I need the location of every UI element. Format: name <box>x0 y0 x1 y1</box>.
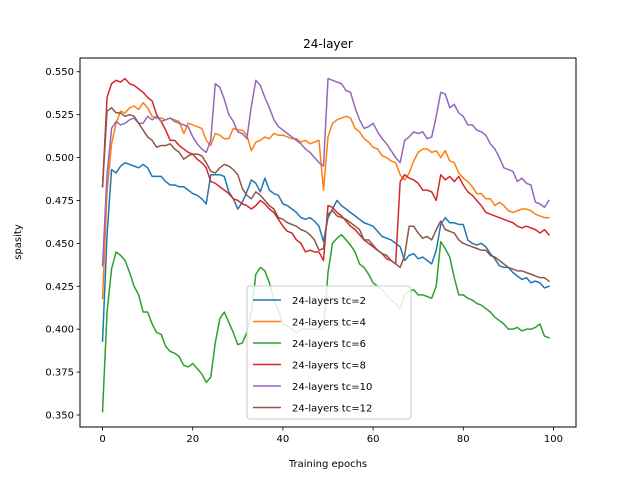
legend-label-1: 24-layers tc=2 <box>292 296 366 307</box>
legend-label-4: 24-layers tc=8 <box>292 361 366 372</box>
x-tick-label: 40 <box>277 434 290 445</box>
series-line-5 <box>101 77 550 267</box>
y-tick-label: 0.400 <box>45 325 74 336</box>
x-axis-label: Training epochs <box>288 459 367 470</box>
y-tick-label: 0.475 <box>45 196 74 207</box>
y-tick-label: 0.550 <box>45 67 74 78</box>
x-axis-ticks: 0 20 40 60 80 100 <box>99 427 563 445</box>
chart-title: 24-layer <box>303 37 353 51</box>
x-tick-label: 60 <box>367 434 380 445</box>
x-tick-label: 20 <box>186 434 199 445</box>
y-tick-label: 0.500 <box>45 153 74 164</box>
y-tick-label: 0.425 <box>45 282 74 293</box>
y-tick-label: 0.350 <box>45 410 74 421</box>
plot-frame <box>79 57 577 428</box>
series-line-6 <box>101 107 551 283</box>
legend-label-5: 24-layers tc=10 <box>292 382 372 393</box>
legend-box <box>246 285 412 420</box>
x-tick-label: 80 <box>457 434 470 445</box>
y-axis-label: spasity <box>13 224 24 260</box>
legend-label-2: 24-layers tc=4 <box>292 318 366 329</box>
y-tick-label: 0.375 <box>45 368 74 379</box>
series-line-2 <box>101 101 550 300</box>
legend-label-3: 24-layers tc=6 <box>292 339 366 350</box>
y-axis-ticks: 0.350 0.375 0.400 0.425 0.450 0.475 0.500 0.525… <box>45 67 80 421</box>
legend-label-6: 24-layers tc=12 <box>292 404 372 415</box>
y-tick-label: 0.450 <box>45 239 74 250</box>
x-tick-label: 100 <box>544 434 563 445</box>
legend: 24-layers tc=2 24-layers tc=4 24-layers tc… <box>246 285 412 420</box>
x-tick-label: 0 <box>99 434 105 445</box>
y-tick-label: 0.525 <box>45 110 74 121</box>
